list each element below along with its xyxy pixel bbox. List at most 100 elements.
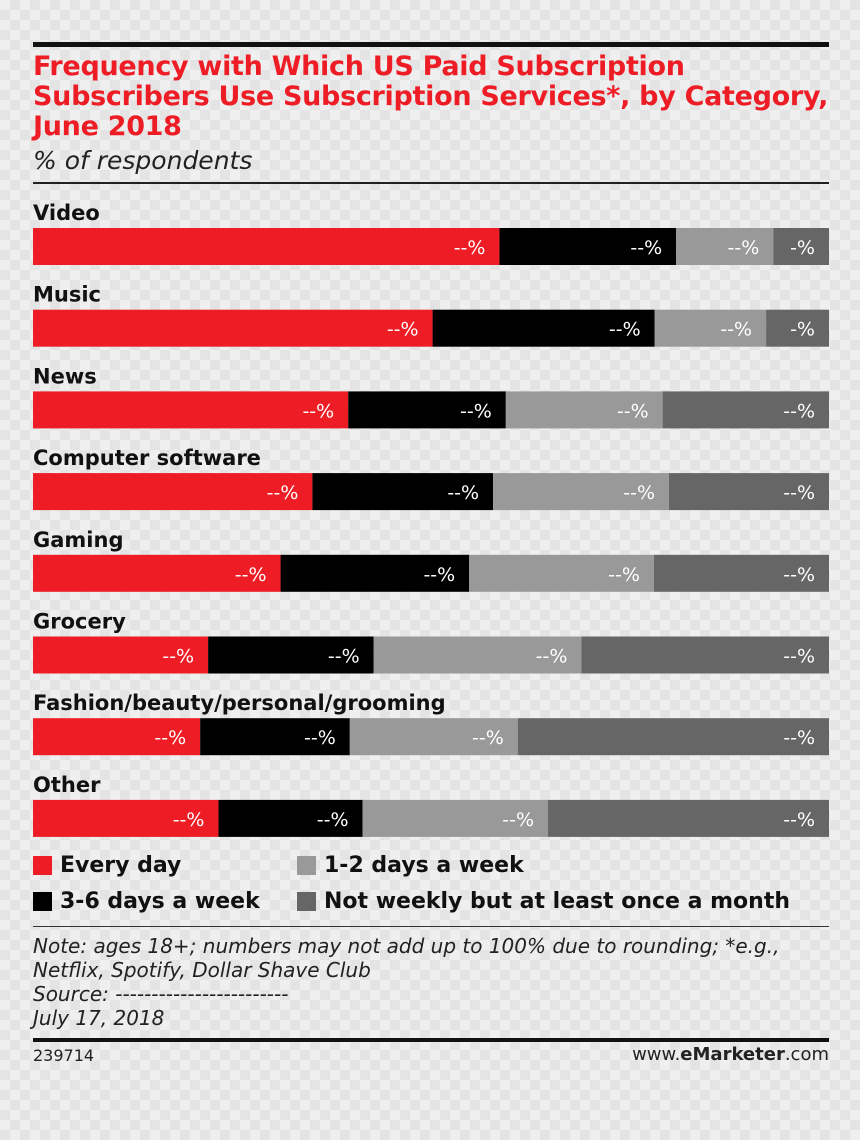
bar-segment — [662, 391, 829, 429]
data-label: --% — [154, 727, 186, 749]
category-label: Fashion/beauty/personal/grooming — [33, 691, 446, 715]
data-label: --% — [608, 564, 640, 586]
bar-segment — [373, 636, 582, 674]
data-label: --% — [173, 809, 205, 831]
legend-label: Not weekly but at least once a month — [324, 888, 791, 914]
data-label: --% — [783, 400, 815, 422]
brand-link[interactable]: www.eMarketer.com — [632, 1044, 829, 1065]
legend-swatch-1-2-days — [297, 855, 316, 875]
data-label: --% — [609, 319, 641, 341]
data-label: --% — [423, 564, 455, 586]
legend-swatch-not-weekly — [297, 891, 316, 911]
data-label: --% — [304, 727, 336, 749]
note-line: Note: ages 18+; numbers may not add up t… — [33, 934, 780, 958]
category-label: Other — [33, 773, 101, 797]
data-label: --% — [502, 809, 534, 831]
legend-label: 1-2 days a week — [324, 852, 524, 878]
bar-segment — [33, 636, 209, 674]
bottom-rule — [33, 1038, 829, 1042]
data-label: --% — [447, 482, 479, 504]
bar-segment — [653, 554, 829, 592]
brand-name: eMarketer — [680, 1044, 785, 1065]
legend: Every day 1-2 days a week 3-6 days a wee… — [33, 850, 829, 920]
bar-segment — [505, 391, 663, 429]
header-rule — [33, 182, 829, 184]
top-rule — [33, 42, 829, 47]
legend-label: Every day — [60, 852, 182, 878]
legend-item-3-6-days: 3-6 days a week — [33, 886, 260, 916]
data-label: --% — [783, 727, 815, 749]
bar-segment — [469, 554, 654, 592]
notes-rule — [33, 926, 829, 927]
bar-segment — [33, 718, 201, 756]
bar-segment — [517, 718, 829, 756]
bar-segment — [208, 636, 374, 674]
bar-segment — [669, 473, 829, 511]
data-label: --% — [472, 727, 504, 749]
bar-segment — [548, 799, 829, 837]
data-label: --% — [317, 809, 349, 831]
bar-segment — [33, 554, 281, 592]
category-label: Computer software — [33, 446, 261, 470]
data-label: --% — [454, 237, 486, 259]
bar-segment — [349, 718, 518, 756]
data-label: --% — [536, 646, 568, 668]
chart-id: 239714 — [33, 1046, 95, 1065]
legend-item-1-2-days: 1-2 days a week — [297, 850, 524, 880]
category-label: Gaming — [33, 528, 123, 552]
brand-prefix: www. — [632, 1044, 681, 1065]
bar-segment — [432, 309, 655, 347]
chart-subtitle: % of respondents — [33, 146, 253, 175]
data-label: --% — [783, 646, 815, 668]
data-label: --% — [617, 400, 649, 422]
data-label: --% — [267, 482, 299, 504]
bar-segment — [312, 473, 494, 511]
data-label: --% — [630, 237, 662, 259]
bar-segment — [766, 309, 829, 347]
source-line: Source: ------------------------ — [33, 982, 289, 1006]
bar-segment — [348, 391, 506, 429]
bar-segment — [33, 309, 433, 347]
bar-segment — [33, 228, 500, 265]
data-label: --% — [460, 400, 492, 422]
legend-item-every-day: Every day — [33, 850, 181, 880]
bar-segment — [33, 391, 349, 429]
bar-segment — [773, 228, 829, 265]
category-label: News — [33, 364, 97, 388]
legend-label: 3-6 days a week — [60, 888, 260, 914]
bar-segment — [200, 718, 350, 756]
data-label: --% — [328, 646, 360, 668]
note-line: Netflix, Spotify, Dollar Shave Club — [33, 958, 371, 982]
legend-swatch-3-6-days — [33, 891, 52, 911]
bar-segment — [581, 636, 829, 674]
bar-segment — [280, 554, 470, 592]
brand-suffix: .com — [784, 1044, 829, 1065]
data-label: --% — [783, 809, 815, 831]
data-label: --% — [720, 319, 752, 341]
bar-segment — [362, 799, 549, 837]
data-label: --% — [783, 564, 815, 586]
data-label: -% — [790, 237, 815, 259]
bar-segment — [499, 228, 677, 265]
chart-title: Frequency with Which US Paid Subscriptio… — [33, 51, 829, 142]
category-label: Video — [33, 201, 100, 225]
data-label: --% — [302, 400, 334, 422]
data-label: --% — [623, 482, 655, 504]
legend-swatch-every-day — [33, 855, 52, 875]
notes: Note: ages 18+; numbers may not add up t… — [33, 934, 829, 1030]
bar-segment — [218, 799, 363, 837]
bar-segment — [493, 473, 670, 511]
date-line: July 17, 2018 — [33, 1006, 165, 1030]
category-label: Grocery — [33, 610, 126, 634]
data-label: --% — [728, 237, 760, 259]
legend-item-not-weekly: Not weekly but at least once a month — [297, 886, 790, 916]
data-label: --% — [162, 646, 194, 668]
category-label: Music — [33, 283, 101, 307]
bar-segment — [33, 473, 313, 511]
data-label: --% — [235, 564, 267, 586]
data-label: --% — [783, 482, 815, 504]
bar-segment — [676, 228, 774, 265]
bar-segment — [654, 309, 767, 347]
data-label: -% — [790, 319, 815, 341]
data-label: --% — [387, 319, 419, 341]
